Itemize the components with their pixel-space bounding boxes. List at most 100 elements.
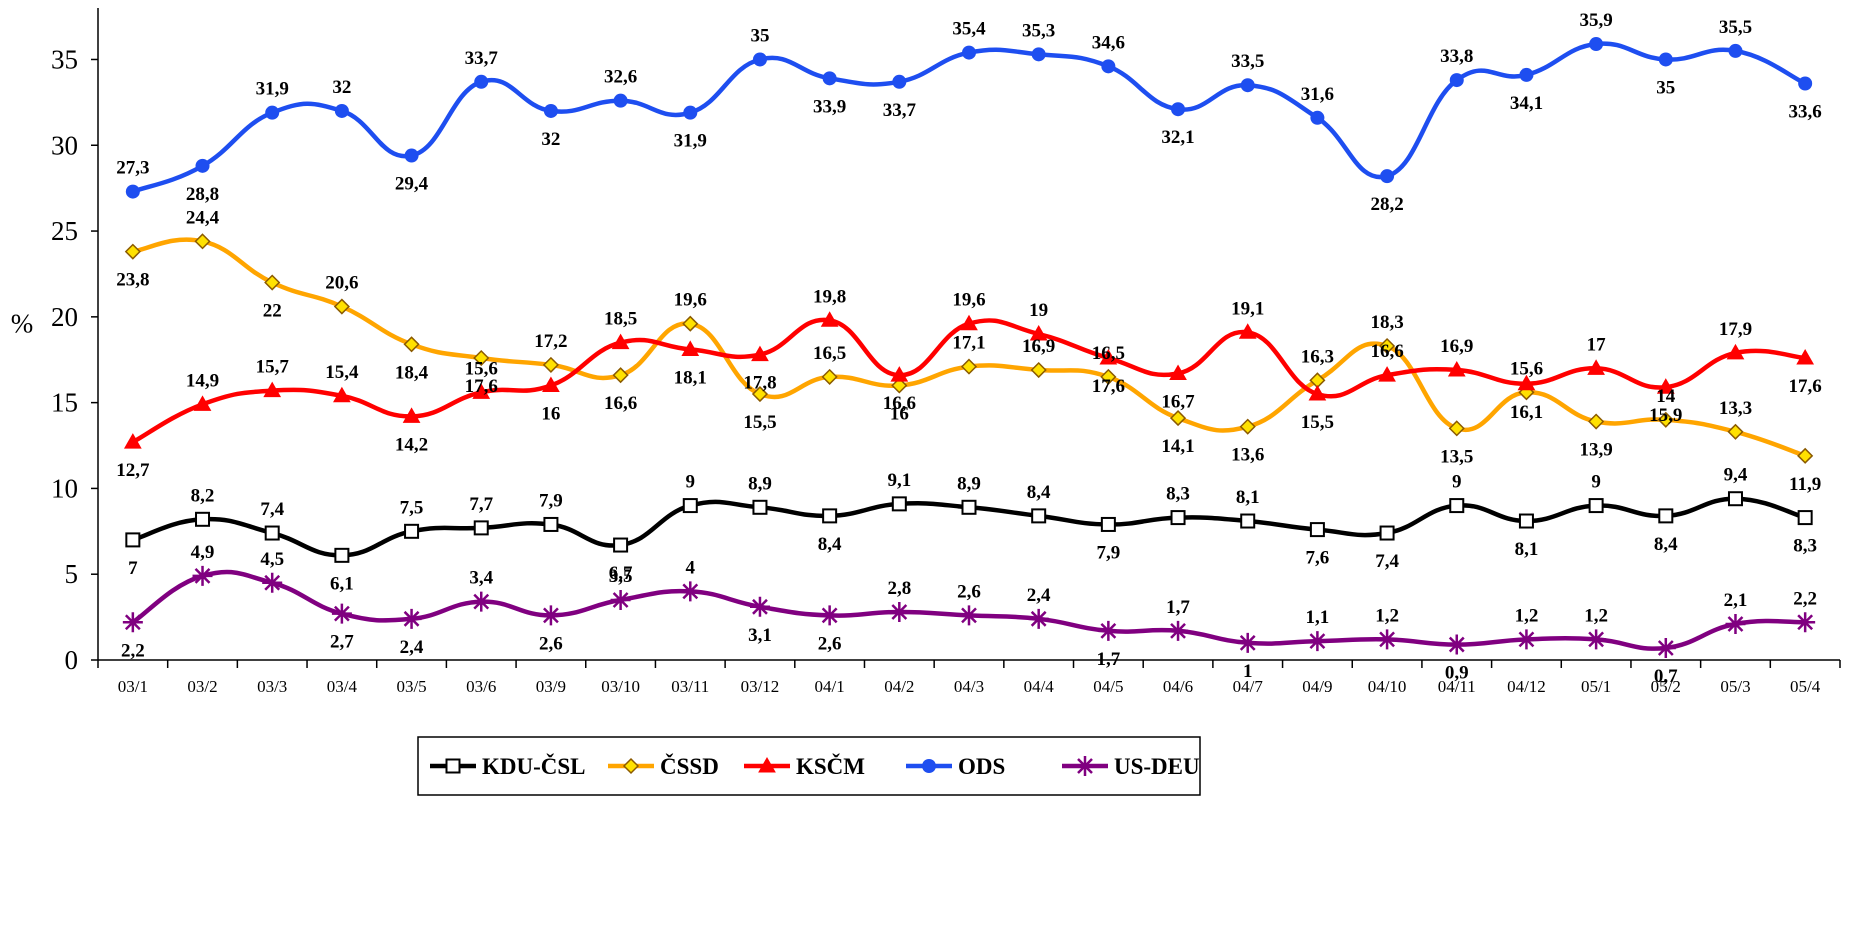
data-label-us-deu: 1 [1243, 661, 1253, 682]
data-label-kdu-sl: 7 [128, 558, 138, 579]
x-tick-label: 03/9 [536, 677, 566, 696]
data-label-ods: 35,3 [1022, 20, 1055, 41]
data-label-kdu-sl: 9,1 [887, 470, 911, 491]
data-point-us-deu [1377, 629, 1398, 650]
data-point-ods [1240, 78, 1255, 93]
data-point-ks-m [890, 366, 909, 382]
data-point--ssd [1100, 368, 1117, 385]
data-point-ods [613, 93, 628, 108]
data-point-ks-m [820, 311, 839, 327]
data-label-us-deu: 1,1 [1306, 607, 1330, 628]
data-label-ks-m: 14,9 [186, 370, 219, 391]
data-point-ks-m [1378, 366, 1396, 382]
data-label-kdu-sl: 8,1 [1515, 539, 1539, 560]
data-label-ods: 34,6 [1092, 32, 1125, 53]
x-tick-label: 05/3 [1720, 677, 1750, 696]
data-point--ssd [1657, 411, 1674, 428]
data-point--ssd [1727, 423, 1744, 440]
data-point-us-deu [540, 605, 561, 626]
data-label-kdu-sl: 6,7 [609, 563, 633, 584]
data-label-ks-m: 17 [1587, 334, 1607, 355]
series-us-deu [122, 565, 1816, 658]
x-tick-label: 04/10 [1368, 677, 1407, 696]
data-point-ods [1449, 73, 1464, 88]
data-point--ssd [542, 356, 559, 373]
data-point-us-deu [192, 565, 213, 586]
data-point-ks-m [263, 381, 282, 398]
data-label-us-deu: 2,2 [1793, 588, 1817, 609]
data-label--ssd: 11,9 [1789, 474, 1821, 495]
data-label-us-deu: 2,1 [1724, 590, 1748, 611]
data-label-us-deu: 0,7 [1654, 666, 1678, 687]
data-point--ssd [751, 385, 769, 403]
data-labels: 7 8,2 7,4 6,1 7,5 7,7 7,9 6,7 9 8,9 8,4 9,1 8,9 8,4 7,… [116, 10, 1822, 687]
series-line-ods [130, 41, 1808, 194]
data-label-us-deu: 3,4 [469, 568, 493, 589]
data-point-kdu-sl [682, 498, 698, 514]
x-tick-label: 04/9 [1302, 677, 1332, 696]
legend-item--ssd: ČSSD [608, 753, 719, 779]
y-tick-label: 20 [51, 302, 78, 332]
data-label--ssd: 14 [1656, 386, 1676, 407]
series-ods [125, 37, 1813, 199]
data-point-us-deu [1237, 632, 1258, 653]
data-point-ods [404, 148, 419, 163]
data-label--ssd: 16,5 [813, 343, 846, 364]
data-label-kdu-sl: 7,7 [469, 494, 493, 515]
data-label-ks-m: 19 [1029, 300, 1048, 321]
data-point-ods [1171, 102, 1186, 117]
y-tick-label: 0 [65, 645, 79, 675]
data-label-us-deu: 1,7 [1166, 597, 1190, 618]
data-point-ods [1310, 110, 1325, 125]
data-label-ods: 32,1 [1161, 127, 1194, 148]
data-point-ods [1031, 47, 1046, 62]
legend-label-ks-m: KSČM [796, 753, 865, 779]
data-label-kdu-sl: 8,9 [748, 473, 772, 494]
data-label-ods: 33,7 [465, 48, 499, 69]
data-label--ssd: 16,3 [1301, 346, 1334, 367]
data-label-ks-m: 16,1 [1510, 402, 1543, 423]
data-label-kdu-sl: 9 [686, 472, 696, 493]
data-label-kdu-sl: 8,4 [1654, 534, 1678, 555]
data-label-ks-m: 15,6 [465, 358, 498, 379]
data-point--ssd [333, 298, 350, 315]
data-label-kdu-sl: 8,4 [1027, 482, 1051, 503]
data-label-ods: 35 [1656, 77, 1675, 98]
data-point--ssd [682, 315, 699, 332]
data-label-ods: 34,1 [1510, 93, 1543, 114]
x-tick-label: 03/5 [396, 677, 426, 696]
data-point-kdu-sl [1100, 516, 1116, 532]
data-label-us-deu: 1,2 [1375, 605, 1399, 626]
data-label--ssd: 16,5 [1092, 343, 1125, 364]
legend-item-kdu-sl: KDU-ČSL [430, 753, 586, 779]
data-point-ods [1658, 52, 1673, 67]
data-point-us-deu [1795, 612, 1816, 633]
data-label-us-deu: 4,9 [191, 542, 215, 563]
data-point--ssd [891, 377, 908, 394]
data-point-ods [1519, 67, 1534, 82]
data-point-us-deu [122, 612, 143, 633]
data-label-us-deu: 2,6 [818, 633, 842, 654]
data-point-us-deu [1168, 620, 1189, 641]
data-point-ks-m [193, 395, 212, 411]
legend-marker--ssd [622, 757, 640, 775]
data-label--ssd: 17,2 [534, 331, 567, 352]
data-label-us-deu: 1,2 [1584, 605, 1608, 626]
data-label-us-deu: 2,7 [330, 632, 354, 653]
data-label--ssd: 13,3 [1719, 398, 1752, 419]
labels-us-deu: 2,2 4,9 4,5 2,7 2,4 3,4 2,6 3,5 4 3,1 2,6 2,8 2,6 2,4… [121, 542, 1817, 687]
data-label--ssd: 22 [263, 301, 282, 322]
data-label-us-deu: 3,5 [609, 566, 633, 587]
data-label-kdu-sl: 8,2 [191, 485, 215, 506]
data-point-kdu-sl [1309, 522, 1325, 538]
data-label--ssd: 16,6 [604, 393, 637, 414]
data-label-kdu-sl: 7,4 [260, 499, 284, 520]
data-label-ods: 32,6 [604, 67, 637, 88]
data-label-us-deu: 2,2 [121, 640, 145, 661]
data-label-us-deu: 2,6 [539, 633, 563, 654]
labels-ods: 27,3 28,8 31,9 32 29,4 33,7 32 32,6 31,9 35 33,9 33… [116, 10, 1822, 215]
data-point-kdu-sl [1449, 498, 1465, 514]
data-point--ssd [612, 367, 629, 384]
data-point-ods [125, 184, 140, 199]
data-point--ssd [1448, 420, 1465, 437]
